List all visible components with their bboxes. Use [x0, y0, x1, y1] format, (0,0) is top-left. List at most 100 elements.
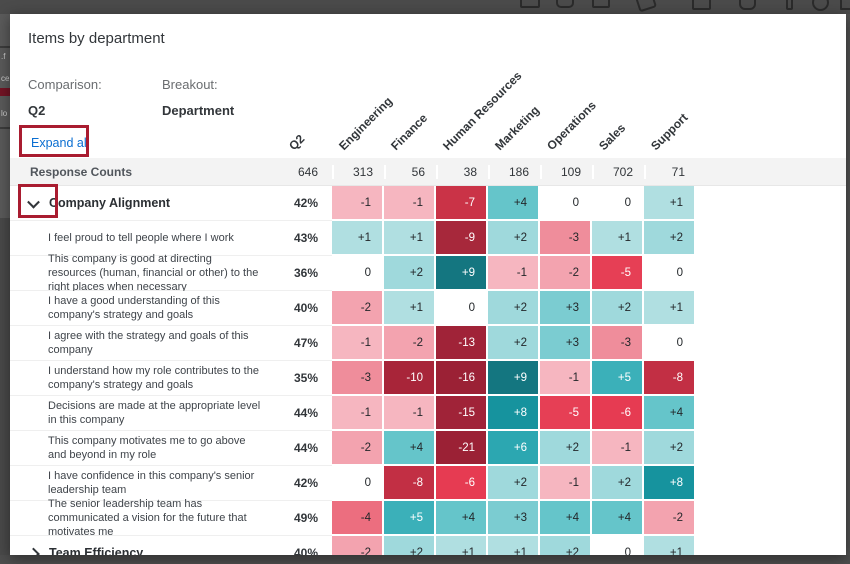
heat-cell: +2 [644, 221, 696, 256]
heat-cell: +2 [540, 431, 592, 466]
heat-cell: 0 [644, 256, 696, 291]
heat-cell: -1 [540, 361, 592, 396]
heat-cell: 0 [540, 186, 592, 221]
heat-cell: +1 [436, 536, 488, 555]
item-label: The senior leadership team has communica… [48, 497, 247, 539]
heat-cell: -2 [332, 291, 384, 326]
heat-cell: -21 [436, 431, 488, 466]
heat-cell: +3 [540, 326, 592, 361]
response-count: 56 [384, 164, 436, 179]
response-count: 702 [592, 164, 644, 179]
heat-cell: +2 [592, 466, 644, 501]
overall-percent: 44% [270, 396, 332, 431]
overall-percent: 43% [270, 221, 332, 256]
heat-cell: 0 [332, 466, 384, 501]
heat-cell: +9 [436, 256, 488, 291]
response-counts-row: Response Counts 646 313 56 38 186 109 702 71 [10, 158, 846, 186]
heat-cell: +2 [540, 536, 592, 555]
heat-cell: -3 [332, 361, 384, 396]
heat-cell: +8 [644, 466, 696, 501]
heat-cell: +1 [644, 186, 696, 221]
item-label: Decisions are made at the appropriate le… [48, 399, 261, 426]
response-count: 186 [488, 164, 540, 179]
response-count: 38 [436, 164, 488, 179]
item-label: I understand how my role contributes to … [48, 364, 259, 391]
table-row: I have a good understanding of this comp… [10, 291, 846, 326]
heat-cell: +1 [592, 221, 644, 256]
heat-cell: -3 [592, 326, 644, 361]
heat-cell: +4 [436, 501, 488, 536]
group-row[interactable]: Company Alignment 42% -1 -1 -7 +4 0 0 +1 [10, 186, 846, 221]
group-row[interactable]: Team Efficiency 40% -2 +2 +1 +1 +2 0 +1 [10, 536, 846, 555]
heat-cell: -6 [436, 466, 488, 501]
heat-cell: 0 [436, 291, 488, 326]
heat-cell: -2 [644, 501, 696, 536]
table-row: I agree with the strategy and goals of t… [10, 326, 846, 361]
overall-percent: 40% [270, 536, 332, 555]
column-header-engineering: Engineering [336, 94, 396, 153]
heat-cell: +4 [488, 186, 540, 221]
dialog-title: Items by department [28, 30, 165, 47]
heat-cell: -2 [332, 536, 384, 555]
response-count: 646 [297, 164, 318, 179]
group-label: Company Alignment [49, 196, 171, 210]
heat-cell: +3 [540, 291, 592, 326]
breakout-value: Department [162, 103, 235, 118]
share-icon [634, 0, 658, 13]
overall-percent: 47% [270, 326, 332, 361]
heat-cell: +5 [384, 501, 436, 536]
heat-cell: -16 [436, 361, 488, 396]
heat-cell: -8 [384, 466, 436, 501]
heat-cell: -2 [332, 431, 384, 466]
group-label: Team Efficiency [49, 546, 144, 555]
heat-cell: +9 [488, 361, 540, 396]
comparison-value: Q2 [28, 103, 46, 118]
comparison-label: Comparison: [28, 77, 102, 92]
column-header-sales: Sales [596, 120, 629, 153]
item-label: I feel proud to tell people where I work [48, 231, 234, 244]
heat-cell: -8 [644, 361, 696, 396]
column-header-support: Support [648, 110, 691, 153]
heat-cell: +1 [488, 536, 540, 555]
overall-percent: 49% [270, 501, 332, 536]
background-topbar [0, 0, 850, 14]
heat-cell: +1 [644, 536, 696, 555]
overall-percent: 44% [270, 431, 332, 466]
heat-cell: +6 [488, 431, 540, 466]
heat-cell: +5 [592, 361, 644, 396]
circle-icon [812, 0, 829, 11]
heat-cell: -1 [332, 396, 384, 431]
background-right-edge [846, 14, 850, 555]
column-header-marketing: Marketing [492, 103, 543, 153]
heat-cell: -5 [540, 396, 592, 431]
item-label: I have a good understanding of this comp… [48, 294, 220, 321]
heat-cell: +4 [644, 396, 696, 431]
heat-cell: 0 [592, 536, 644, 555]
toolbar-icon [520, 0, 540, 8]
column-headers: Q2 Engineering Finance Human Resources Marke… [10, 14, 846, 155]
bell-icon [739, 0, 756, 10]
table-row: The senior leadership team has communica… [10, 498, 846, 538]
item-label: This company is good at directing resour… [48, 252, 259, 294]
heat-cell: -5 [592, 256, 644, 291]
heat-cell: +3 [488, 501, 540, 536]
item-label: This company motivates me to go above an… [48, 434, 246, 461]
heat-cell: -1 [384, 186, 436, 221]
heat-cell: +2 [488, 466, 540, 501]
window-icon [840, 0, 850, 10]
overall-percent: 40% [270, 291, 332, 326]
table-row: Decisions are made at the appropriate le… [10, 396, 846, 431]
response-count: 109 [540, 164, 592, 179]
heat-cell: +1 [384, 221, 436, 256]
overall-percent: 35% [270, 361, 332, 396]
response-count: 313 [332, 164, 384, 179]
kebab-icon [786, 0, 793, 10]
item-label: I have confidence in this company's seni… [48, 469, 255, 496]
heat-cell: -1 [592, 431, 644, 466]
heat-cell: 0 [644, 326, 696, 361]
heat-cell: 0 [592, 186, 644, 221]
response-counts-label: Response Counts [30, 164, 133, 179]
expand-all-link[interactable]: Expand all [31, 136, 90, 150]
background-left-edge: .f ce lo [0, 14, 10, 555]
